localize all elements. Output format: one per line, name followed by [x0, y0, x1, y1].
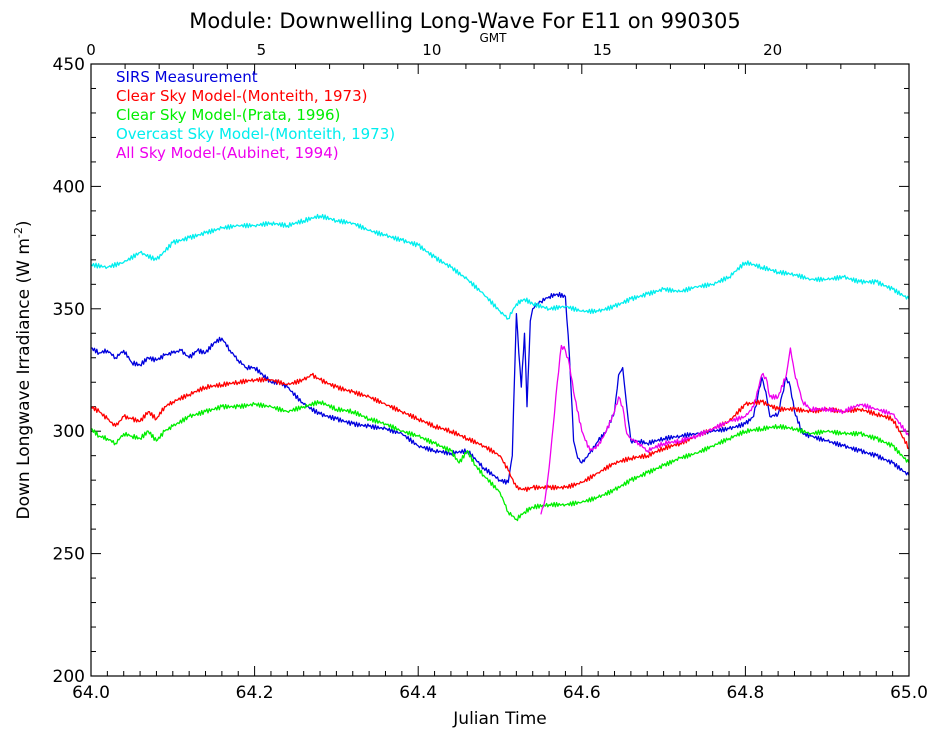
y-tick-label: 250	[53, 545, 85, 565]
series-line-3	[90, 400, 910, 522]
y-axis-label-sup: -2	[12, 227, 25, 238]
series-layer	[90, 213, 910, 522]
series-line-1	[91, 291, 910, 485]
top-tick-label: 20	[763, 41, 782, 59]
top-tick-label: 10	[422, 41, 441, 59]
series-line-4	[90, 213, 910, 320]
x-tick-label: 64.4	[399, 683, 437, 703]
series-line-2	[90, 372, 909, 492]
x-tick-label: 64.0	[72, 683, 110, 703]
series-line-5	[540, 344, 910, 515]
legend-entry-1: SIRS Measurement	[116, 68, 258, 86]
legend-entry-4: Overcast Sky Model-(Monteith, 1973)	[116, 125, 395, 143]
x-tick-label: 64.6	[563, 683, 601, 703]
y-axis-label: Down Longwave Irradiance (W m-2)	[12, 221, 34, 520]
y-axis-label-main: Down Longwave Irradiance (W m	[14, 238, 34, 519]
legend-entry-3: Clear Sky Model-(Prata, 1996)	[116, 106, 340, 124]
chart-title: Module: Downwelling Long-Wave For E11 on…	[189, 9, 741, 33]
axes: 64.0 64.2 64.4 64.6 64.8 65.02002503003504004…	[53, 41, 928, 703]
y-tick-label: 350	[53, 300, 85, 320]
legend-entry-5: All Sky Model-(Aubinet, 1994)	[116, 144, 339, 162]
top-axis-label: GMT	[480, 31, 508, 45]
plot-frame	[90, 63, 910, 677]
top-tick-label: 5	[257, 41, 267, 59]
x-tick-label: 65.0	[890, 683, 928, 703]
top-tick-label: 15	[593, 41, 612, 59]
x-axis-label: Julian Time	[452, 709, 546, 729]
y-tick-label: 200	[53, 667, 85, 687]
x-tick-label: 64.2	[236, 683, 274, 703]
y-tick-label: 300	[53, 422, 85, 442]
y-axis-label-close: )	[14, 221, 34, 228]
y-tick-label: 450	[53, 55, 85, 75]
legend-entry-2: Clear Sky Model-(Monteith, 1973)	[116, 87, 367, 105]
x-tick-label: 64.8	[726, 683, 764, 703]
y-tick-label: 400	[53, 177, 85, 197]
top-tick-label: 0	[86, 41, 96, 59]
